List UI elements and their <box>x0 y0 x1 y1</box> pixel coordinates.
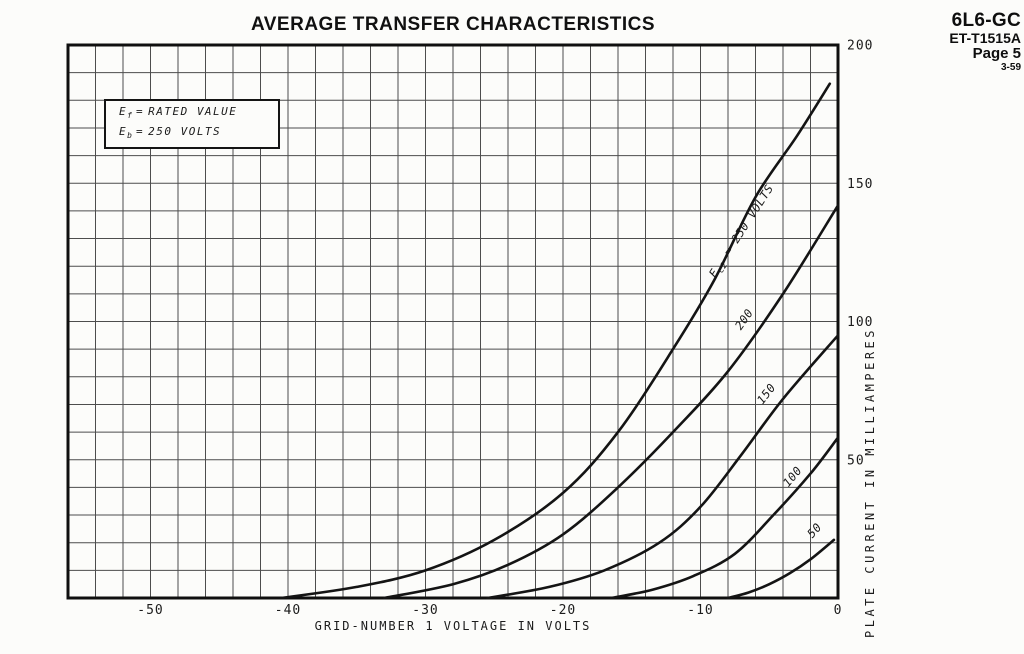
y-axis-title-text: PLATE CURRENT IN MILLIAMPERES <box>863 326 877 639</box>
x-axis-title: GRID-NUMBER 1 VOLTAGE IN VOLTS <box>314 619 592 633</box>
doc-info-block: 6L6-GC ET-T1515A Page 5 3-59 <box>949 10 1021 74</box>
condition-line-eb: Eb = 250 VOLTS <box>119 124 278 144</box>
condition-equals: = <box>135 125 145 138</box>
curve-label: 150 <box>754 381 779 407</box>
x-tick-label: -40 <box>275 603 301 618</box>
curve-label: 50 <box>804 520 824 540</box>
condition-value: RATED VALUE <box>148 104 238 118</box>
page-number: Page 5 <box>972 45 1021 62</box>
date-code: 3-59 <box>1000 62 1021 73</box>
curve-ec2-50-volts <box>726 538 836 600</box>
x-tick-label: -10 <box>687 603 713 618</box>
conditions-box: Ef = RATED VALUE Eb = 250 VOLTS <box>104 99 280 149</box>
y-tick-label: 150 <box>847 177 873 192</box>
sheet-number: ET-T1515A <box>949 30 1021 46</box>
x-tick-label: 0 <box>834 603 843 618</box>
x-tick-label: -20 <box>550 603 576 618</box>
y-tick-label: 50 <box>847 453 865 468</box>
curve-ec2-100-volts <box>609 436 840 600</box>
y-tick-label: 200 <box>847 39 873 54</box>
condition-line-ef: Ef = RATED VALUE <box>119 104 278 124</box>
plot-frame <box>66 43 840 600</box>
chart-title: AVERAGE TRANSFER CHARACTERISTICS <box>250 14 656 35</box>
x-tick-label: -30 <box>412 603 438 618</box>
curve-label: 200 <box>732 306 756 332</box>
curve-ec2-250-volts <box>279 82 832 600</box>
y-tick-label: 100 <box>847 315 873 330</box>
condition-symbol: E <box>119 104 128 118</box>
curve-ec2-150-volts <box>486 334 840 600</box>
condition-subscript: f <box>127 111 132 120</box>
curve-ec2-200-volts <box>383 204 840 600</box>
condition-subscript: b <box>127 131 132 141</box>
tube-type: 6L6-GC <box>951 10 1021 31</box>
condition-equals: = <box>135 104 145 118</box>
x-tick-label: -50 <box>137 603 163 618</box>
condition-symbol: E <box>119 125 128 138</box>
condition-value: 250 VOLTS <box>148 125 222 138</box>
